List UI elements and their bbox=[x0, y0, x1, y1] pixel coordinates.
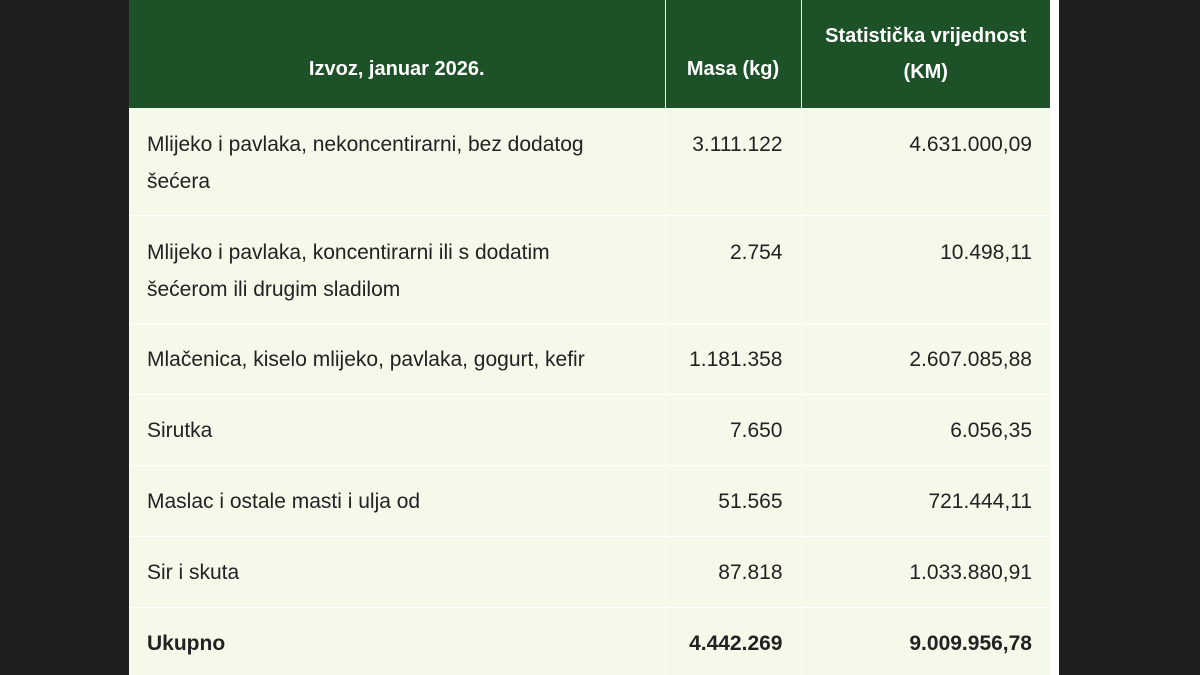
table-row: Mlijeko i pavlaka, koncentirarni ili s d… bbox=[129, 215, 1050, 324]
total-value: 9.009.956,78 bbox=[801, 607, 1050, 675]
row-value: 4.631.000,09 bbox=[801, 108, 1050, 216]
article-content: Izvoz, januar 2026. Masa (kg) Statističk… bbox=[129, 0, 1059, 675]
table-row: Sirutka 7.650 6.056,35 bbox=[129, 394, 1050, 466]
row-value: 6.056,35 bbox=[801, 394, 1050, 466]
table-row: Maslac i ostale masti i ulja od 51.565 7… bbox=[129, 465, 1050, 537]
header-value-line1: Statistička vrijednost bbox=[825, 25, 1027, 47]
row-product-line2: šećera bbox=[147, 170, 211, 193]
table-header-row: Izvoz, januar 2026. Masa (kg) Statističk… bbox=[129, 0, 1050, 108]
row-product: Mlijeko i pavlaka, nekoncentirarni, bez … bbox=[129, 108, 666, 216]
header-product: Izvoz, januar 2026. bbox=[129, 0, 666, 108]
total-label: Ukupno bbox=[129, 607, 666, 675]
row-mass: 1.181.358 bbox=[665, 323, 802, 395]
row-mass: 7.650 bbox=[665, 394, 802, 466]
total-mass: 4.442.269 bbox=[665, 607, 802, 675]
header-value: Statistička vrijednost (KM) bbox=[801, 0, 1050, 108]
table-row: Mlačenica, kiselo mlijeko, pavlaka, gogu… bbox=[129, 323, 1050, 395]
row-product: Maslac i ostale masti i ulja od bbox=[129, 465, 666, 537]
row-mass: 87.818 bbox=[665, 536, 802, 608]
row-product: Sirutka bbox=[129, 394, 666, 466]
row-value: 10.498,11 bbox=[801, 215, 1050, 324]
row-product: Mlijeko i pavlaka, koncentirarni ili s d… bbox=[129, 215, 666, 324]
row-mass: 51.565 bbox=[665, 465, 802, 537]
row-product-line1: Mlijeko i pavlaka, koncentirarni ili s d… bbox=[147, 241, 550, 264]
export-table: Izvoz, januar 2026. Masa (kg) Statističk… bbox=[129, 0, 1050, 675]
row-mass: 2.754 bbox=[665, 215, 802, 324]
row-value: 721.444,11 bbox=[801, 465, 1050, 537]
row-value: 1.033.880,91 bbox=[801, 536, 1050, 608]
header-value-line2: (KM) bbox=[903, 61, 948, 83]
table-row: Sir i skuta 87.818 1.033.880,91 bbox=[129, 536, 1050, 608]
row-product: Sir i skuta bbox=[129, 536, 666, 608]
row-product-line1: Mlijeko i pavlaka, nekoncentirarni, bez … bbox=[147, 133, 584, 156]
row-product: Mlačenica, kiselo mlijeko, pavlaka, gogu… bbox=[129, 323, 666, 395]
table-row: Mlijeko i pavlaka, nekoncentirarni, bez … bbox=[129, 108, 1050, 216]
row-mass: 3.111.122 bbox=[665, 108, 802, 216]
header-mass: Masa (kg) bbox=[665, 0, 802, 108]
row-product-line2: šećerom ili drugim sladilom bbox=[147, 278, 401, 301]
row-value: 2.607.085,88 bbox=[801, 323, 1050, 395]
table-total-row: Ukupno 4.442.269 9.009.956,78 bbox=[129, 607, 1050, 675]
